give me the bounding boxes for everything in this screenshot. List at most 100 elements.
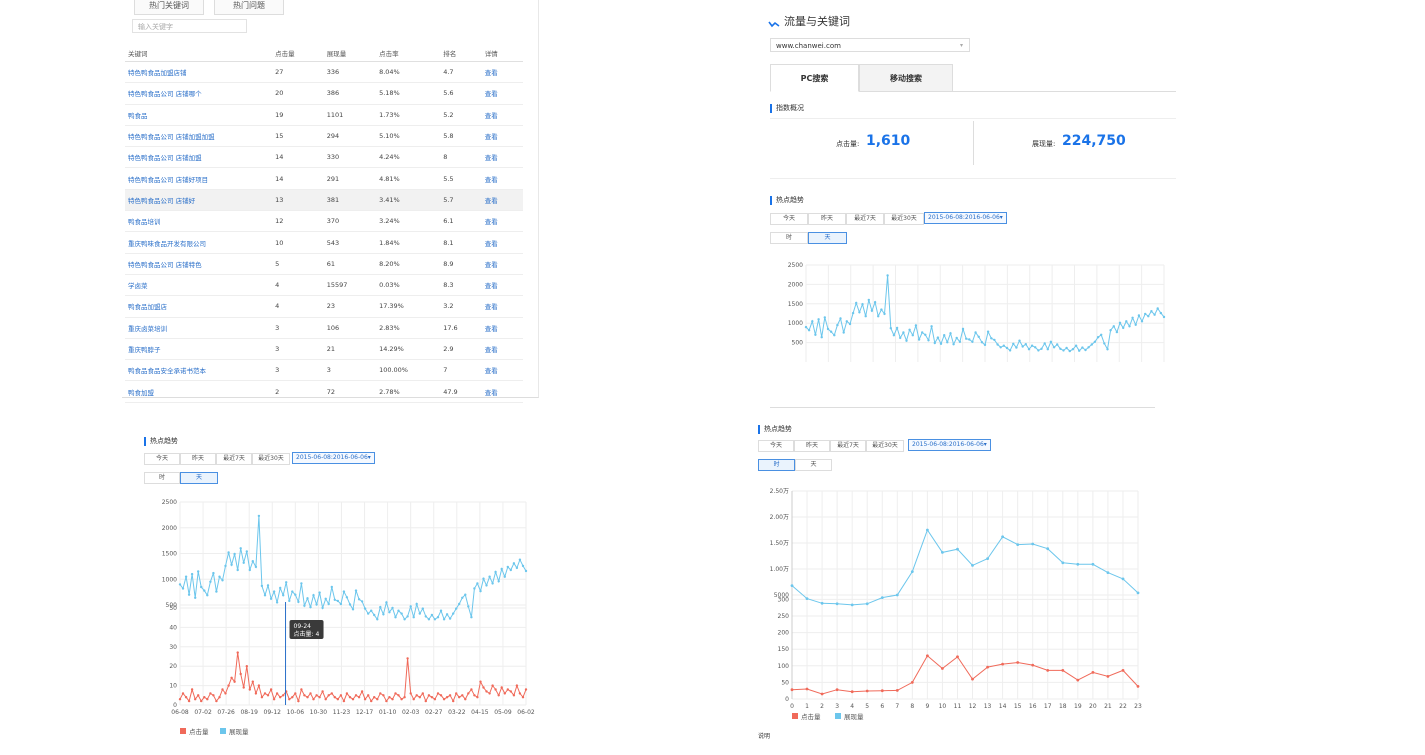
table-cell: 1101 (323, 104, 377, 126)
table-cell: 381 (323, 189, 377, 212)
detail-link[interactable]: 查看 (481, 82, 523, 105)
detail-link[interactable]: 查看 (481, 125, 523, 148)
keyword-link[interactable]: 学卤菜 (125, 274, 273, 297)
clicks-point (956, 655, 959, 659)
detail-link[interactable]: 查看 (481, 274, 523, 297)
detail-link[interactable]: 查看 (481, 167, 523, 190)
detail-link[interactable]: 查看 (481, 295, 523, 318)
date-range-picker[interactable]: 2015-06-08:2016-06-06▾ (924, 212, 1007, 224)
detail-link[interactable]: 查看 (481, 359, 523, 382)
impressions-point (914, 324, 918, 327)
table-cell: 10 (272, 231, 324, 254)
impressions-point (892, 334, 896, 337)
x-tick-label: 12-17 (356, 709, 374, 716)
legend-swatch-clicks (792, 713, 798, 719)
clicks-point (1031, 663, 1035, 667)
granularity-hour-button[interactable]: 时 (770, 232, 808, 244)
range-yesterday-button[interactable]: 昨天 (808, 213, 846, 225)
range-yesterday-button[interactable]: 昨天 (180, 453, 216, 465)
clicks-point (221, 688, 224, 691)
keyword-link[interactable]: 特色鸭食品公司 店铺加盟加盟 (125, 125, 273, 148)
x-tick-label: 3 (835, 703, 839, 710)
detail-link[interactable]: 查看 (481, 380, 523, 403)
range-7days-button[interactable]: 最近7天 (830, 440, 866, 452)
detail-link[interactable]: 查看 (481, 61, 523, 84)
table-cell: 5.18% (376, 82, 441, 105)
granularity-hour-button[interactable]: 时 (758, 459, 795, 471)
impressions-point (345, 596, 349, 599)
clicks-point (1076, 678, 1080, 682)
tab-hot-questions[interactable]: 热门问题 (214, 0, 284, 15)
detail-link[interactable]: 查看 (481, 189, 523, 212)
impressions-point (424, 615, 427, 618)
impressions-point (524, 569, 528, 573)
keyword-link[interactable]: 鸭食品加盟店 (125, 295, 273, 318)
tab-mobile-search[interactable]: 移动搜索 (859, 64, 953, 92)
keyword-link[interactable]: 特色鸭食品公司 店铺特色 (125, 253, 273, 275)
granularity-hour-button[interactable]: 时 (144, 472, 180, 484)
table-cell: 3.41% (376, 189, 441, 212)
granularity-day-button[interactable]: 天 (808, 232, 847, 244)
detail-link[interactable]: 查看 (481, 338, 523, 361)
clicks-point (476, 696, 479, 699)
tab-hot-keywords[interactable]: 热门关键词 (134, 0, 204, 15)
impressions-point (883, 312, 886, 316)
granularity-day-button[interactable]: 天 (180, 472, 218, 484)
impressions-point (895, 326, 899, 330)
impressions-point (379, 605, 382, 609)
flow-title: 流量与关键词 (784, 15, 850, 28)
range-today-button[interactable]: 今天 (758, 440, 794, 452)
range-7days-button[interactable]: 最近7天 (216, 453, 252, 465)
keyword-link[interactable]: 鸭食品 (125, 104, 273, 126)
range-7days-button[interactable]: 最近7天 (846, 213, 884, 225)
divider (770, 178, 1176, 179)
granularity-day-button[interactable]: 天 (795, 459, 832, 471)
clicks-point (269, 688, 273, 691)
impressions-point (1106, 571, 1110, 574)
detail-link[interactable]: 查看 (481, 253, 523, 275)
keyword-link[interactable]: 鸭食加盟 (125, 380, 273, 403)
range-30days-button[interactable]: 最近30天 (884, 213, 924, 225)
keyword-link[interactable]: 特色鸭食品公司 店铺加盟 (125, 146, 273, 169)
date-range-picker[interactable]: 2015-06-08:2016-06-06▾ (908, 439, 991, 451)
table-row: 特色鸭食品加盟店铺 27 336 8.04% 4.7 查看 (125, 61, 523, 84)
date-range-picker[interactable]: 2015-06-08:2016-06-06▾ (292, 452, 375, 464)
detail-link[interactable]: 查看 (481, 104, 523, 126)
keyword-link[interactable]: 重庆鸭脖子 (125, 338, 273, 361)
impressions-point (877, 315, 880, 318)
keyword-link[interactable]: 特色鸭食品公司 店铺好项目 (125, 167, 273, 190)
impressions-point (807, 329, 811, 332)
keyword-link[interactable]: 鸭食品食品安全承诺书范本 (125, 359, 273, 382)
impressions-point (318, 591, 321, 594)
detail-link[interactable]: 查看 (481, 231, 523, 254)
impressions-point (452, 612, 455, 615)
impressions-point (203, 589, 206, 592)
keyword-link[interactable]: 鸭食品培训 (125, 210, 273, 233)
range-yesterday-button[interactable]: 昨天 (794, 440, 830, 452)
detail-link[interactable]: 查看 (481, 317, 523, 339)
x-tick-label: 03-22 (448, 709, 466, 716)
keyword-link[interactable]: 特色鸭食品公司 店铺好 (125, 189, 273, 212)
range-30days-button[interactable]: 最近30天 (866, 440, 904, 452)
x-tick-label: 9 (925, 703, 929, 710)
clicks-point (482, 686, 485, 689)
domain-select[interactable]: www.chanwei.com ▾ (770, 38, 970, 52)
impressions-point (1024, 343, 1027, 346)
impressions-point (980, 341, 984, 344)
keyword-link[interactable]: 特色鸭食品公司 店铺哪个 (125, 82, 273, 105)
keyword-link[interactable]: 重庆卤菜培训 (125, 317, 273, 339)
impressions-point (363, 607, 367, 610)
detail-link[interactable]: 查看 (481, 210, 523, 233)
range-today-button[interactable]: 今天 (770, 213, 808, 225)
impressions-point (1109, 329, 1112, 332)
keyword-link[interactable]: 重庆鸭味食品开发有限公司 (125, 231, 273, 254)
range-30days-button[interactable]: 最近30天 (252, 453, 290, 465)
impressions-point (1062, 349, 1065, 352)
detail-link[interactable]: 查看 (481, 146, 523, 169)
keyword-link[interactable]: 特色鸭食品加盟店铺 (125, 61, 273, 84)
impressions-point (861, 303, 864, 306)
tab-pc-search[interactable]: PC搜索 (770, 64, 859, 92)
impressions-point (1136, 591, 1140, 595)
range-today-button[interactable]: 今天 (144, 453, 180, 465)
keyword-search-input[interactable]: 输入关键字 (132, 19, 247, 33)
